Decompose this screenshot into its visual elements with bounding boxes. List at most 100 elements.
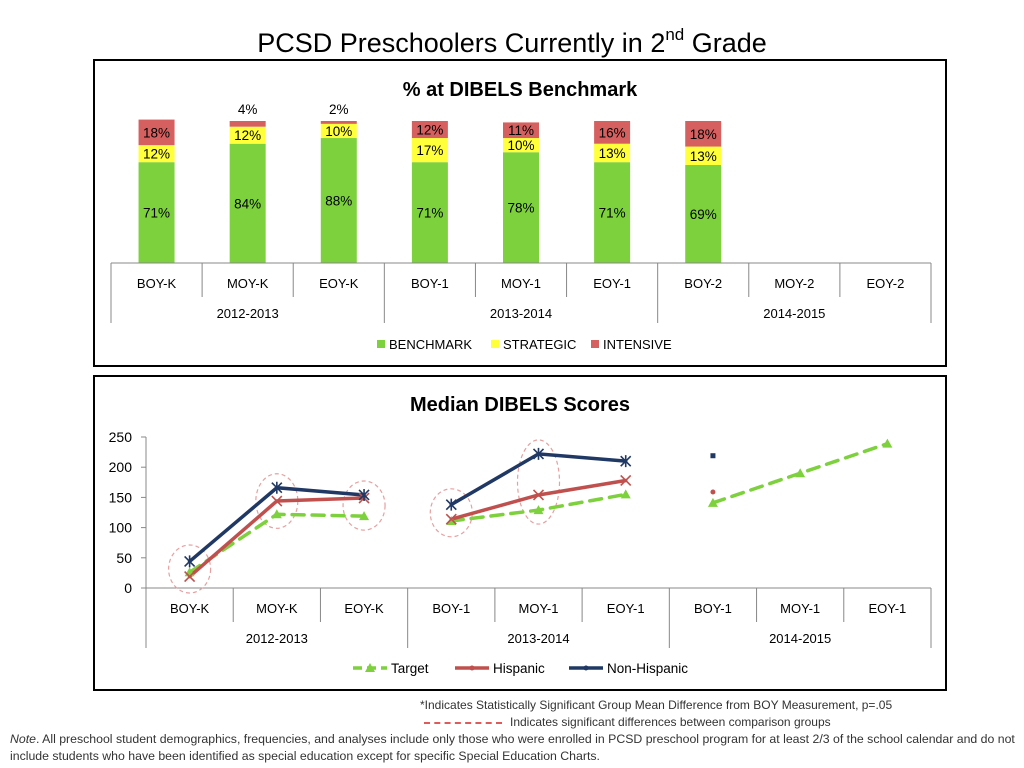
legend-label-non-hispanic: Non-Hispanic <box>607 661 688 676</box>
point-non-hispanic-1 <box>271 481 283 494</box>
chart1-title: % at DIBELS Benchmark <box>403 79 638 101</box>
bar-strategic-3 <box>411 138 448 163</box>
bar-intensive-2 <box>320 121 357 124</box>
data-label-strategic-1: 12% <box>234 128 261 143</box>
legend-label-strategic: STRATEGIC <box>503 337 576 352</box>
x-group-label-1: 2013-2014 <box>507 631 569 646</box>
page-title: PCSD Preschoolers Currently in 2nd Grade <box>0 26 1024 60</box>
data-label-intensive-2: 2% <box>329 102 349 117</box>
bar-benchmark-0 <box>138 162 175 263</box>
legend-marker-hispanic <box>469 665 475 671</box>
point-hispanic-5 <box>620 474 632 487</box>
point-target-1 <box>271 509 282 519</box>
x-tick-label-7: MOY-1 <box>780 601 820 616</box>
data-label-benchmark-1: 84% <box>234 196 261 211</box>
series-line-target-0 <box>187 512 366 575</box>
benchmark-stacked-bar-chart: % at DIBELS Benchmark 71% 12% 18% 84% 12% 4% 88… <box>110 79 932 352</box>
point-non-hispanic-2 <box>358 488 370 501</box>
data-label-intensive-1: 4% <box>238 102 258 117</box>
x-tick-label-4: MOY-1 <box>519 601 559 616</box>
x-tick-label-2: EOY-K <box>319 276 359 291</box>
chart2-title: Median DIBELS Scores <box>410 394 630 416</box>
legend-label-intensive: INTENSIVE <box>603 337 672 352</box>
legend-label-hispanic: Hispanic <box>493 661 545 676</box>
point-hispanic-3 <box>445 513 457 525</box>
page-title-superscript: nd <box>665 25 685 44</box>
data-label-strategic-3: 17% <box>416 143 443 158</box>
bar-benchmark-2 <box>320 138 357 263</box>
data-label-benchmark-4: 78% <box>507 201 534 216</box>
x-tick-label-1: MOY-K <box>227 276 269 291</box>
point-hispanic-4 <box>532 489 545 501</box>
point-non-hispanic-3 <box>445 498 457 511</box>
significance-circle-4 <box>516 439 561 525</box>
dashed-footnote-text: Indicates significant differences betwee… <box>510 715 831 729</box>
point-non-hispanic-6 <box>710 453 716 459</box>
bar-strategic-2 <box>320 123 357 139</box>
x-tick-label-7: MOY-2 <box>774 276 814 291</box>
benchmark-chart-panel: % at DIBELS Benchmark 71% 12% 18% 84% 12% 4% 88… <box>93 59 947 367</box>
point-target-4 <box>533 505 544 515</box>
bar-intensive-1 <box>229 121 266 127</box>
bar-strategic-1 <box>229 126 266 144</box>
page-title-main: PCSD Preschoolers Currently in 2 <box>257 28 666 58</box>
x-tick-label-2: EOY-K <box>344 601 384 616</box>
bar-intensive-6 <box>685 121 722 147</box>
legend-marker-target <box>365 663 375 672</box>
data-label-strategic-0: 12% <box>143 147 170 162</box>
data-label-strategic-5: 13% <box>599 146 626 161</box>
data-label-intensive-4: 11% <box>508 123 534 138</box>
x-tick-label-3: BOY-1 <box>411 276 449 291</box>
median-scores-line-chart: Median DIBELS Scores 0 50 100 150 200 250 BOY-K… <box>109 394 932 676</box>
x-group-label-1: 2013-2014 <box>490 306 552 321</box>
bar-benchmark-1 <box>229 143 266 263</box>
bar-intensive-5 <box>594 121 631 144</box>
median-scores-chart-panel: Median DIBELS Scores 0 50 100 150 200 250 BOY-K… <box>93 375 947 691</box>
x-group-label-0: 2012-2013 <box>217 306 279 321</box>
legend-swatch-intensive <box>591 340 599 348</box>
point-target-7 <box>795 468 806 478</box>
dashed-legend-footnote: Indicates significant differences betwee… <box>424 714 831 730</box>
x-tick-label-4: MOY-1 <box>501 276 541 291</box>
significance-circle-0 <box>168 544 212 594</box>
point-hispanic-1 <box>271 495 283 507</box>
significance-circle-2 <box>342 480 386 531</box>
y-tick-label-1: 50 <box>116 550 132 566</box>
data-label-strategic-4: 10% <box>507 138 534 153</box>
point-target-8 <box>882 438 893 448</box>
data-label-intensive-5: 16% <box>599 125 626 140</box>
x-tick-label-3: BOY-1 <box>432 601 470 616</box>
point-target-6 <box>707 497 718 507</box>
data-label-intensive-6: 18% <box>690 127 717 142</box>
point-target-2 <box>359 511 370 521</box>
data-label-strategic-6: 13% <box>690 149 717 164</box>
x-tick-label-5: EOY-1 <box>607 601 645 616</box>
significance-footnote: *Indicates Statistically Significant Gro… <box>420 698 893 712</box>
data-label-benchmark-5: 71% <box>599 206 626 221</box>
bar-strategic-0 <box>138 145 175 163</box>
bar-strategic-5 <box>594 143 631 163</box>
point-hispanic-0 <box>184 570 196 583</box>
bar-strategic-6 <box>685 146 722 166</box>
bar-benchmark-6 <box>685 165 722 263</box>
x-tick-label-8: EOY-2 <box>867 276 905 291</box>
x-tick-label-0: BOY-K <box>137 276 177 291</box>
point-hispanic-6 <box>710 489 716 495</box>
point-non-hispanic-5 <box>620 455 632 468</box>
x-group-label-0: 2012-2013 <box>246 631 308 646</box>
data-label-benchmark-6: 69% <box>690 207 717 222</box>
x-tick-label-5: EOY-1 <box>593 276 631 291</box>
y-tick-label-5: 250 <box>109 429 133 445</box>
bar-intensive-0 <box>138 119 175 146</box>
point-non-hispanic-0 <box>184 555 196 568</box>
data-label-intensive-0: 18% <box>143 125 170 140</box>
bar-benchmark-3 <box>411 162 448 263</box>
legend-label-target: Target <box>391 661 429 676</box>
x-group-label-2: 2014-2015 <box>769 631 831 646</box>
data-label-benchmark-3: 71% <box>416 206 443 221</box>
data-label-benchmark-2: 88% <box>325 194 352 209</box>
point-target-5 <box>620 489 631 499</box>
note-text: . All preschool student demographics, fr… <box>10 732 1015 763</box>
legend-swatch-benchmark <box>377 340 385 348</box>
note-footnote: Note. All preschool student demographics… <box>10 731 1020 765</box>
